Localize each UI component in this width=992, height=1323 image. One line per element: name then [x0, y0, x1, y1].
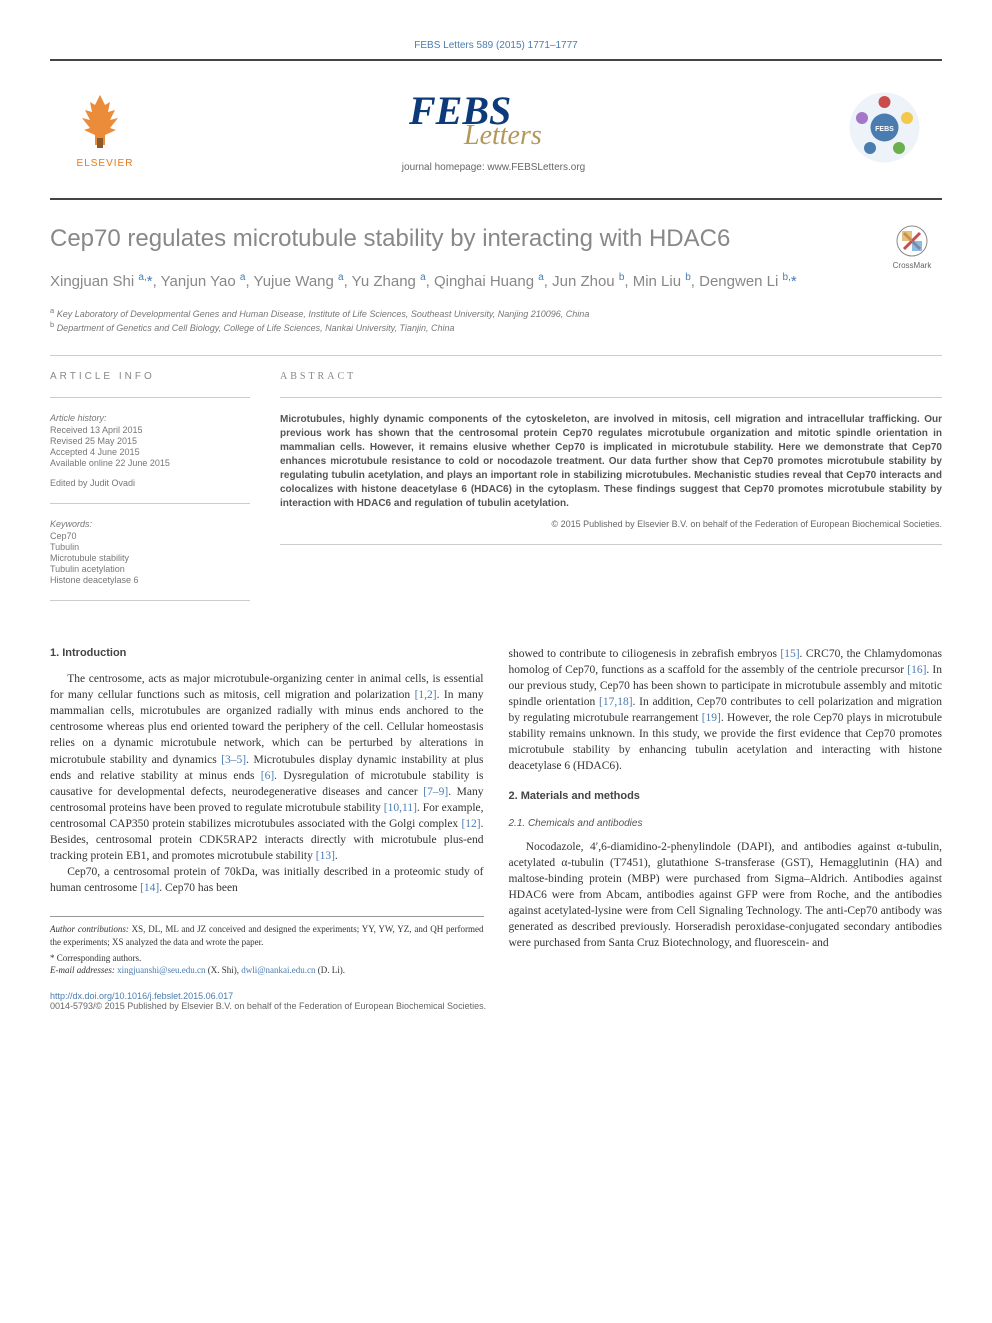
elsevier-logo: ELSEVIER [70, 90, 140, 169]
elsevier-label: ELSEVIER [70, 158, 140, 169]
mm-para-1: Nocodazole, 4′,6-diamidino-2-phenylindol… [509, 839, 943, 952]
abstract-label: ABSTRACT [280, 371, 942, 382]
page-footer: http://dx.doi.org/10.1016/j.febslet.2015… [50, 991, 942, 1011]
body-column-left: 1. Introduction The centrosome, acts as … [50, 646, 484, 976]
svg-text:Letters: Letters [463, 120, 542, 151]
febs-logo-block: FEBS Letters journal homepage: www.FEBSL… [140, 86, 847, 173]
body-column-right: showed to contribute to ciliogenesis in … [509, 646, 943, 976]
rule-below-header [50, 198, 942, 200]
email-addresses: E-mail addresses: xingjuanshi@seu.edu.cn… [50, 964, 484, 976]
abstract-text: Microtubules, highly dynamic components … [280, 413, 942, 511]
issn-copyright: 0014-5793/© 2015 Published by Elsevier B… [50, 1001, 942, 1011]
mm-heading: 2. Materials and methods [509, 789, 943, 804]
keyword-3: Microtubule stability [50, 553, 250, 563]
email-link-1[interactable]: xingjuanshi@seu.edu.cn [117, 965, 205, 975]
abstract: ABSTRACT Microtubules, highly dynamic co… [280, 371, 942, 616]
affiliation-b: b Department of Genetics and Cell Biolog… [50, 320, 942, 335]
keywords-label: Keywords: [50, 519, 250, 529]
edited-by: Edited by Judit Ovadi [50, 478, 250, 488]
doi-link[interactable]: http://dx.doi.org/10.1016/j.febslet.2015… [50, 991, 233, 1001]
crossmark-badge[interactable]: CrossMark [882, 225, 942, 270]
rule-top [50, 59, 942, 61]
febs-badge: FEBS [847, 90, 922, 170]
article-info-label: ARTICLE INFO [50, 371, 250, 382]
elsevier-tree-icon [70, 90, 130, 150]
authors-list: Xingjuan Shi a,*, Yanjun Yao a, Yujue Wa… [50, 270, 942, 294]
history-received: Received 13 April 2015 [50, 425, 250, 435]
affiliation-a: a Key Laboratory of Developmental Genes … [50, 306, 942, 321]
email-link-2[interactable]: dwli@nankai.edu.cn [241, 965, 315, 975]
history-online: Available online 22 June 2015 [50, 458, 250, 468]
corresponding-note: * Corresponding authors. [50, 952, 484, 964]
abstract-copyright: © 2015 Published by Elsevier B.V. on beh… [280, 519, 942, 529]
crossmark-icon [896, 225, 928, 257]
keyword-2: Tubulin [50, 542, 250, 552]
col2-para-1: showed to contribute to ciliogenesis in … [509, 646, 943, 775]
rule-above-info [50, 355, 942, 356]
crossmark-label: CrossMark [893, 261, 932, 270]
author-contributions: Author contributions: XS, DL, ML and JZ … [50, 923, 484, 947]
febs-logo-icon: FEBS Letters [404, 86, 584, 151]
febs-badge-icon: FEBS [847, 90, 922, 165]
history-revised: Revised 25 May 2015 [50, 436, 250, 446]
article-info: ARTICLE INFO Article history: Received 1… [50, 371, 250, 616]
keyword-1: Cep70 [50, 531, 250, 541]
intro-para-2: Cep70, a centrosomal protein of 70kDa, w… [50, 864, 484, 896]
history-accepted: Accepted 4 June 2015 [50, 447, 250, 457]
mm-subheading: 2.1. Chemicals and antibodies [509, 817, 943, 831]
intro-heading: 1. Introduction [50, 646, 484, 661]
affiliations: a Key Laboratory of Developmental Genes … [50, 306, 942, 335]
history-label: Article history: [50, 413, 250, 423]
author-notes-box: Author contributions: XS, DL, ML and JZ … [50, 916, 484, 976]
journal-homepage[interactable]: journal homepage: www.FEBSLetters.org [140, 162, 847, 173]
journal-header: ELSEVIER FEBS Letters journal homepage: … [50, 76, 942, 183]
article-title: Cep70 regulates microtubule stability by… [50, 225, 882, 253]
header-reference: FEBS Letters 589 (2015) 1771–1777 [50, 40, 942, 51]
keyword-5: Histone deacetylase 6 [50, 575, 250, 585]
keyword-4: Tubulin acetylation [50, 564, 250, 574]
intro-para-1: The centrosome, acts as major microtubul… [50, 671, 484, 864]
svg-text:FEBS: FEBS [875, 126, 894, 133]
